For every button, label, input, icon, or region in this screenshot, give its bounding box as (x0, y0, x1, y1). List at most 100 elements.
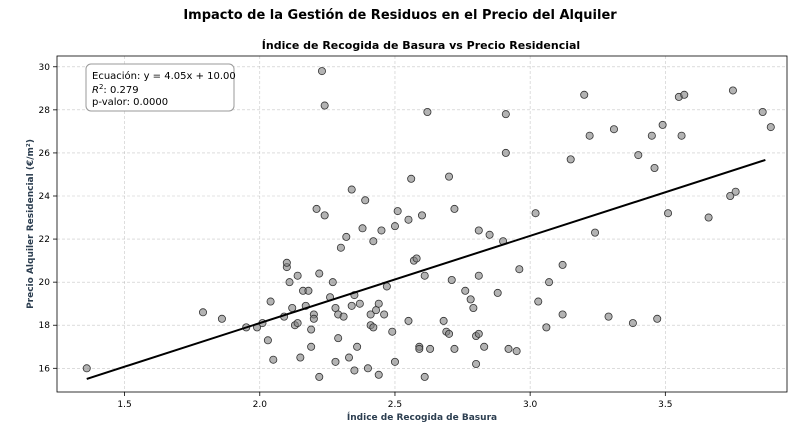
data-point (361, 196, 370, 205)
data-point (653, 314, 662, 323)
data-point (580, 90, 589, 99)
data-point (542, 323, 551, 332)
data-point (628, 319, 637, 328)
y-tick-label: 28 (39, 106, 51, 116)
chart-title: Índice de Recogida de Basura vs Precio R… (262, 39, 580, 52)
annotation-r2-symbol: R (92, 85, 99, 96)
data-point (531, 209, 540, 218)
data-point (309, 314, 318, 323)
data-point (634, 151, 643, 160)
annotation-r2: R2: 0.279 (92, 83, 139, 96)
y-tick-label: 26 (39, 149, 51, 159)
y-tick-label: 24 (39, 192, 51, 202)
data-point (585, 131, 594, 140)
data-point (355, 299, 364, 308)
data-point (288, 303, 297, 312)
data-point (377, 226, 386, 235)
annotation-r2-value: : 0.279 (103, 85, 138, 96)
data-point (307, 342, 316, 351)
axis-ticks: 1.5 2.0 2.5 3.0 3.5 16 18 20 22 24 26 28 30 (39, 63, 673, 410)
data-point (312, 204, 321, 213)
data-point (358, 224, 367, 233)
data-point (680, 90, 689, 99)
y-axis-label: Precio Alquiler Residencial (€/m²) (26, 139, 36, 309)
data-point (461, 286, 470, 295)
y-tick-label: 20 (39, 278, 51, 288)
data-point (317, 67, 326, 76)
data-point (315, 269, 324, 278)
data-point (445, 172, 454, 181)
data-point (380, 310, 389, 319)
data-point (420, 372, 429, 381)
data-point (263, 336, 272, 345)
data-point (339, 312, 348, 321)
data-point (404, 215, 413, 224)
annotation-equation: Ecuación: y = 4.05x + 10.00 (92, 70, 236, 82)
x-tick-label: 3.0 (523, 400, 538, 410)
x-tick-label: 2.5 (388, 400, 402, 410)
data-point (439, 316, 448, 325)
data-point (731, 187, 740, 196)
data-point (369, 237, 378, 246)
data-point (664, 209, 673, 218)
data-point (445, 329, 454, 338)
data-point (472, 359, 481, 368)
data-point (474, 226, 483, 235)
data-point (393, 207, 402, 216)
chart-suptitle: Impacto de la Gestión de Residuos en el … (183, 8, 617, 23)
data-point (266, 297, 275, 306)
data-point (545, 278, 554, 287)
data-point (728, 86, 737, 95)
data-point (374, 370, 383, 379)
x-tick-label: 1.5 (117, 400, 131, 410)
data-point (504, 344, 513, 353)
x-axis-label: Índice de Recogida de Basura (347, 411, 497, 423)
data-point (604, 312, 613, 321)
data-point (347, 185, 356, 194)
data-point (320, 211, 329, 220)
data-point (515, 265, 524, 274)
data-point (501, 110, 510, 119)
data-point (296, 353, 305, 362)
data-point (469, 303, 478, 312)
data-point (417, 211, 426, 220)
data-point (591, 228, 600, 237)
y-tick-label: 18 (39, 321, 51, 331)
data-point (404, 316, 413, 325)
data-point (450, 204, 459, 213)
annotation-pvalue: p-valor: 0.0000 (92, 97, 168, 108)
data-point (412, 254, 421, 263)
data-point (423, 108, 432, 117)
x-tick-label: 2.0 (253, 400, 268, 410)
data-point (269, 355, 278, 364)
data-point (558, 310, 567, 319)
data-point (766, 123, 775, 132)
data-point (447, 275, 456, 284)
data-point (369, 323, 378, 332)
data-point (304, 286, 313, 295)
data-point (466, 295, 475, 304)
data-point (677, 131, 686, 140)
data-point (334, 334, 343, 343)
y-tick-label: 16 (39, 364, 51, 374)
data-point (726, 191, 735, 200)
data-point (390, 357, 399, 366)
data-point (344, 353, 353, 362)
data-point (320, 101, 329, 110)
data-point (480, 342, 489, 351)
data-point (374, 299, 383, 308)
data-point (198, 308, 207, 317)
data-point (758, 108, 767, 117)
regression-line (86, 159, 766, 380)
data-point (336, 243, 345, 252)
data-point (609, 125, 618, 134)
data-point (315, 372, 324, 381)
data-point (282, 258, 291, 267)
data-point (415, 344, 424, 353)
data-point (658, 120, 667, 129)
annotation-box (85, 63, 235, 112)
data-point (328, 278, 337, 287)
data-point (82, 364, 91, 373)
data-point (474, 271, 483, 280)
